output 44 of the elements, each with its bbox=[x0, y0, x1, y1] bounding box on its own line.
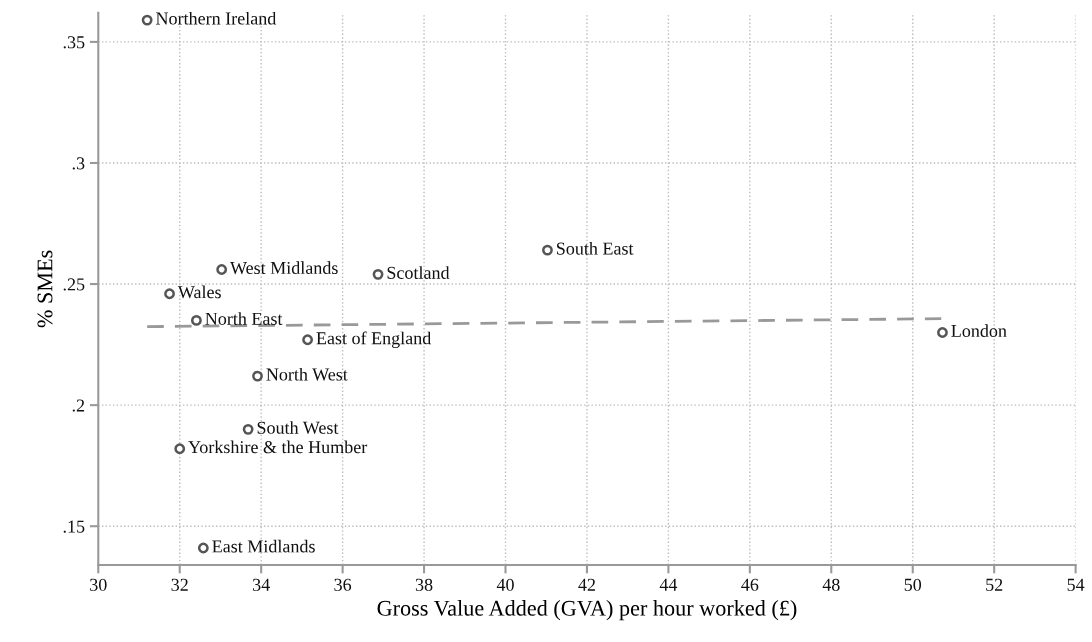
x-tick-label: 50 bbox=[904, 578, 922, 591]
x-axis-title: Gross Value Added (GVA) per hour worked (£) bbox=[377, 600, 797, 621]
x-tick-label: 34 bbox=[253, 578, 270, 591]
data-label: Wales bbox=[177, 285, 221, 299]
x-tick-label: 48 bbox=[822, 578, 840, 591]
data-label: South East bbox=[556, 241, 634, 255]
point bbox=[141, 14, 153, 26]
y-tick-label: .35 bbox=[63, 36, 85, 49]
point bbox=[937, 327, 948, 338]
y-tick-label: .15 bbox=[63, 520, 85, 533]
x-tick-label: 32 bbox=[171, 578, 188, 591]
x-tick-label: 52 bbox=[986, 578, 1003, 591]
data-label: North West bbox=[266, 367, 348, 381]
point bbox=[242, 423, 254, 435]
x-tick-label: 36 bbox=[334, 578, 352, 591]
point bbox=[302, 334, 314, 346]
y-tick-label: .3 bbox=[72, 157, 85, 170]
x-tick-label: 38 bbox=[415, 578, 433, 591]
point bbox=[252, 370, 263, 382]
y-tick-label: .2 bbox=[72, 399, 85, 412]
point bbox=[542, 244, 553, 256]
point bbox=[174, 443, 186, 455]
x-tick-label: 42 bbox=[578, 578, 595, 591]
y-axis-title: % SMEs bbox=[37, 250, 53, 328]
data-label: London bbox=[951, 324, 1007, 338]
data-label: East of England bbox=[316, 331, 432, 349]
point bbox=[191, 314, 202, 326]
data-label: South West bbox=[257, 421, 339, 434]
point bbox=[216, 264, 228, 275]
point bbox=[197, 542, 209, 554]
x-tick-label: 54 bbox=[1067, 578, 1085, 591]
y-tick-label: .25 bbox=[63, 278, 85, 291]
x-tick-label: 46 bbox=[741, 578, 759, 591]
x-tick-label: 40 bbox=[496, 578, 514, 591]
point bbox=[372, 268, 384, 280]
point bbox=[164, 288, 175, 300]
data-label: West Midlands bbox=[230, 261, 338, 275]
data-label: East Midlands bbox=[212, 539, 315, 553]
x-tick-label: 30 bbox=[90, 578, 107, 591]
x-tick-label: 44 bbox=[659, 578, 678, 591]
data-label: Northern Ireland bbox=[156, 11, 277, 25]
data-label: Scotland bbox=[387, 266, 450, 279]
data-label: Yorkshire & the Humber bbox=[188, 440, 368, 454]
data-label: North East bbox=[205, 312, 283, 325]
